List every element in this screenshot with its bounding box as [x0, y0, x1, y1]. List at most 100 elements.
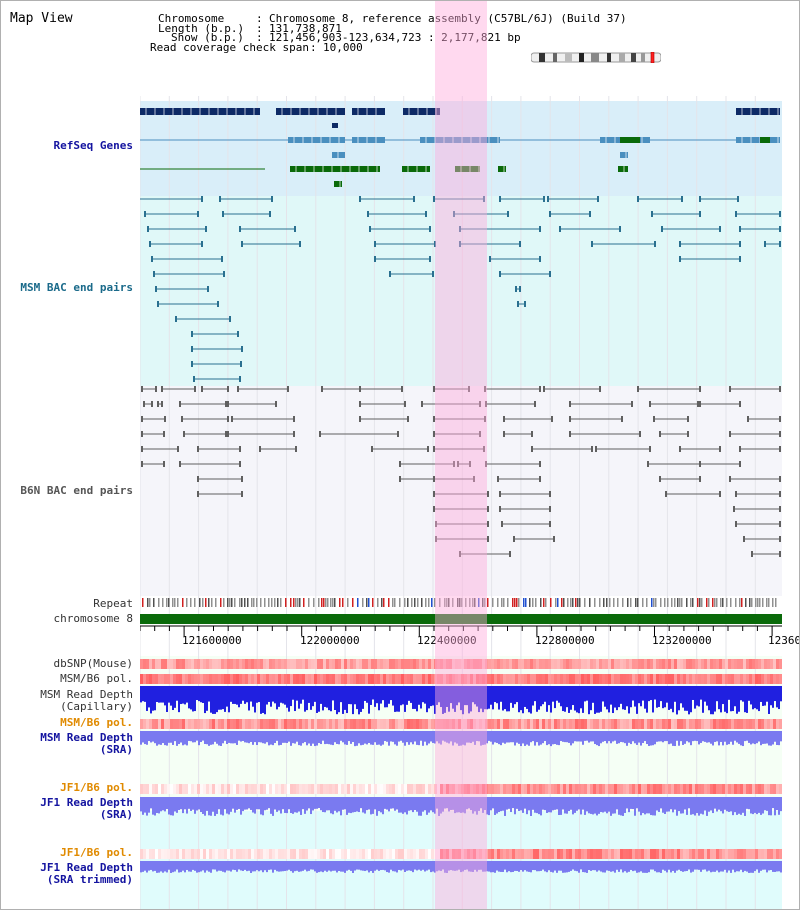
jf1-pol2-cell — [533, 849, 536, 859]
msm-depth-cap-bar — [554, 686, 556, 709]
msm-bac-pair-end — [207, 286, 209, 292]
jf1-pol2-cell — [275, 849, 278, 859]
msm-pol2-cell — [668, 719, 671, 729]
jf1-depth-trim-bar — [196, 861, 198, 873]
jf1-pol2-cell — [503, 849, 506, 859]
jf1-pol2-cell — [587, 849, 590, 859]
msm-pol-cell — [155, 674, 158, 684]
jf1-pol2-cell — [320, 849, 323, 859]
msm-pol2-cell — [509, 719, 512, 729]
msm-pol2-cell — [680, 719, 683, 729]
jf1-depth-sra-bar — [440, 797, 442, 814]
msm-pol-cell — [737, 674, 740, 684]
b6n-bac-pair-end — [497, 476, 499, 482]
msm-pol2-cell — [305, 719, 308, 729]
jf1-pol2-cell — [251, 849, 254, 859]
jf1-depth-trim-bar — [766, 861, 768, 873]
msm-depth-cap-bar — [456, 686, 458, 706]
dbsnp-cell — [506, 659, 509, 669]
msm-depth-cap-bar — [664, 686, 666, 708]
repeat-feature — [630, 598, 632, 607]
jf1-depth-sra-bar — [252, 797, 254, 813]
msm-pol2-cell — [584, 719, 587, 729]
jf1-pol-cell — [467, 784, 470, 794]
track-label-msm-bac[interactable]: MSM BAC end pairs — [20, 281, 133, 294]
tracks-canvas[interactable] — [140, 96, 782, 910]
axis-tick-label: 122800000 — [535, 634, 595, 647]
jf1-pol2-cell — [557, 849, 560, 859]
jf1-depth-trim-bar — [358, 861, 360, 870]
msm-pol-cell — [572, 674, 575, 684]
msm-depth-cap-bar — [300, 686, 302, 704]
jf1-depth-trim-bar — [180, 861, 182, 873]
jf1-depth-trim-bar — [422, 861, 424, 870]
msm-pol-cell — [380, 674, 383, 684]
msm-bac-pair-end — [241, 241, 243, 247]
jf1-pol-cell — [740, 784, 743, 794]
msm-pol2-cell — [620, 719, 623, 729]
msm-depth-sra-bar — [578, 731, 580, 742]
jf1-pol2-cell — [632, 849, 635, 859]
jf1-depth-trim-bar — [542, 861, 544, 870]
msm-depth-sra-bar — [546, 731, 548, 746]
dbsnp-cell — [740, 659, 743, 669]
jf1-pol-cell — [203, 784, 206, 794]
jf1-pol2-cell — [719, 849, 722, 859]
jf1-depth-sra-bar — [496, 797, 498, 814]
jf1-depth-sra-bar — [408, 797, 410, 811]
jf1-depth-trim-bar — [568, 861, 570, 872]
b6n-bac-pair-end — [161, 386, 163, 392]
jf1-depth-trim-bar — [302, 861, 304, 871]
jf1-depth-sra-bar — [424, 797, 426, 811]
msm-depth-sra-bar — [530, 731, 532, 743]
genome-tracks[interactable] — [140, 96, 782, 910]
dbsnp-cell — [725, 659, 728, 669]
repeat-feature — [635, 598, 637, 607]
jf1-pol-cell — [473, 784, 476, 794]
msm-pol-cell — [767, 674, 770, 684]
dbsnp-cell — [149, 659, 152, 669]
track-label-refseq[interactable]: RefSeq Genes — [53, 139, 133, 152]
msm-pol-cell — [233, 674, 236, 684]
gene-exon — [736, 108, 780, 115]
msm-depth-sra-bar — [328, 731, 330, 745]
msm-pol-cell — [353, 674, 356, 684]
msm-depth-sra-bar — [158, 731, 160, 745]
msm-pol-cell — [287, 674, 290, 684]
repeat-feature — [327, 598, 329, 607]
jf1-depth-sra-bar — [642, 797, 644, 814]
msm-bac-pair-end — [425, 211, 427, 217]
jf1-pol-cell — [260, 784, 263, 794]
dbsnp-cell — [764, 659, 767, 669]
msm-depth-cap-bar — [324, 686, 326, 707]
jf1-pol2-cell — [173, 849, 176, 859]
msm-bac-pair-end — [739, 241, 741, 247]
dbsnp-cell — [464, 659, 467, 669]
msm-pol2-cell — [365, 719, 368, 729]
jf1-depth-trim-bar — [386, 861, 388, 873]
length-sep: : — [256, 22, 263, 35]
msm-depth-cap-bar — [706, 686, 708, 706]
chromosome-ideogram[interactable] — [531, 52, 661, 63]
repeat-feature — [290, 598, 292, 607]
msm-depth-cap-bar — [460, 686, 462, 711]
jf1-depth-trim-bar — [264, 861, 266, 871]
msm-depth-sra-bar — [708, 731, 710, 743]
jf1-pol-cell — [635, 784, 638, 794]
msm-depth-sra-bar — [698, 731, 700, 745]
repeat-feature — [234, 598, 236, 607]
msm-depth-sra-bar — [582, 731, 584, 745]
msm-pol-cell — [290, 674, 293, 684]
jf1-depth-sra-bar — [606, 797, 608, 814]
dbsnp-cell — [659, 659, 662, 669]
msm-depth-cap-bar — [294, 686, 296, 712]
jf1-pol-cell — [353, 784, 356, 794]
msm-pol-cell — [143, 674, 146, 684]
msm-bac-pair-end — [651, 211, 653, 217]
jf1-depth-trim-bar — [240, 861, 242, 871]
jf1-depth-trim-bar — [216, 861, 218, 872]
msm-pol-cell — [656, 674, 659, 684]
b6n-bac-pair-end — [399, 476, 401, 482]
msm-pol-cell — [440, 674, 443, 684]
track-label-b6n-bac[interactable]: B6N BAC end pairs — [20, 484, 133, 497]
